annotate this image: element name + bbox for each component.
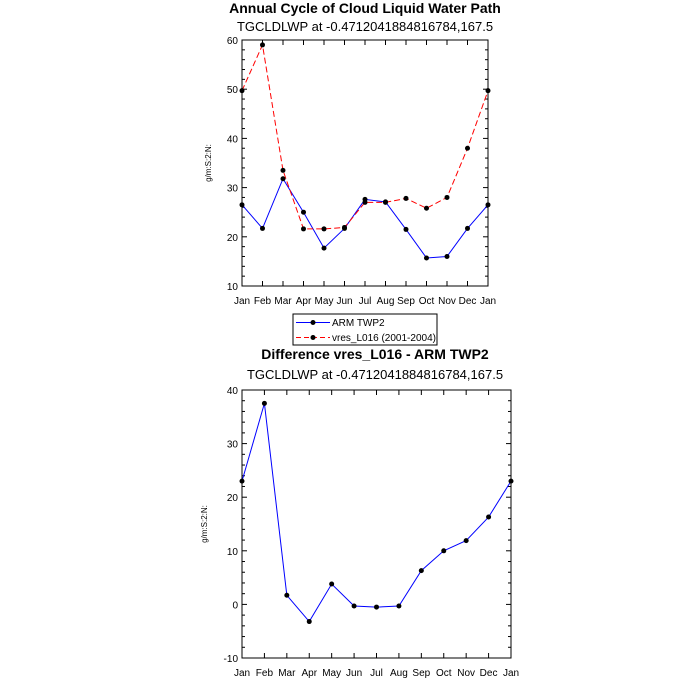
legend-label-series-2: vres_L016 (2001-2004) — [332, 333, 436, 344]
chart-1-title: Annual Cycle of Cloud Liquid Water Path — [229, 0, 501, 16]
chart-1: Annual Cycle of Cloud Liquid Water Path … — [204, 0, 501, 346]
chart-1-plot-area — [239, 42, 491, 261]
chart-2-subtitle: TGCLDLWP at -0.4712041884816784,167.5 — [247, 367, 503, 382]
chart-2-series-1-point — [418, 568, 424, 574]
chart-2-x-tick-label: Oct — [436, 668, 452, 679]
chart-2-x-tick-label: Jan — [503, 668, 519, 679]
chart-2-x-tick-label: Aug — [390, 668, 408, 679]
chart-1-x-tick-label: Jun — [336, 296, 352, 307]
chart-2-y-tick-label: 0 — [232, 600, 238, 611]
chart-1-series-1-point — [444, 253, 450, 259]
chart-1-series-2-point — [280, 167, 286, 173]
chart-2-x-tick-label: Jul — [370, 668, 383, 679]
chart-2: Difference vres_L016 - ARM TWP2 TGCLDLWP… — [200, 346, 519, 679]
legend-swatch-marker-series-2 — [310, 335, 316, 340]
chart-2-plot-area — [239, 400, 514, 625]
legend-label-series-1: ARM TWP2 — [332, 318, 385, 329]
chart-2-series-1-point — [329, 581, 335, 587]
chart-1-series-2-point — [465, 145, 470, 151]
chart-1-y-tick-label: 30 — [227, 184, 239, 195]
chart-2-series-1-point — [306, 619, 312, 625]
chart-1-y-tick-label: 20 — [227, 233, 239, 244]
chart-1-x-tick-label: May — [315, 296, 334, 307]
chart-2-x-tick-label: Sep — [412, 668, 430, 679]
chart-2-x-tick-label: Nov — [457, 668, 475, 679]
chart-1-x-tick-label: Jul — [359, 296, 372, 307]
chart-1-series-2-point — [301, 226, 306, 232]
chart-2-series-1-point — [396, 603, 402, 609]
chart-1-series-2-point — [444, 194, 450, 200]
chart-1-x-tick-label: Jan — [234, 296, 250, 307]
chart-2-series-1-point — [374, 604, 379, 610]
chart-1-y-tick-label: 40 — [227, 134, 239, 145]
chart-1-x-tick-label: Jan — [480, 296, 496, 307]
chart-1-series-1-line — [241, 177, 489, 259]
chart-1-series-2-point — [260, 42, 265, 48]
chart-1-y-tick-label: 50 — [227, 85, 239, 96]
chart-1-y-tick-label: 60 — [227, 36, 239, 47]
chart-2-x-tick-label: Feb — [256, 668, 274, 679]
chart-1-series-1-point — [321, 245, 327, 251]
chart-2-x-tick-label: Mar — [278, 668, 296, 679]
chart-2-y-tick-label: -10 — [224, 654, 239, 665]
chart-2-y-tick-label: 40 — [227, 386, 239, 397]
chart-1-legend: ARM TWP2 vres_L016 (2001-2004) — [292, 313, 438, 346]
chart-1-y-tick-label: 10 — [227, 282, 239, 293]
chart-2-y-tick-label: 10 — [227, 547, 239, 558]
chart-2-x-tick-label: Dec — [480, 668, 498, 679]
chart-2-y-tick-label: 20 — [227, 493, 239, 504]
chart-2-series-1-point — [441, 548, 447, 554]
chart-1-subtitle: TGCLDLWP at -0.4712041884816784,167.5 — [237, 19, 493, 34]
chart-1-x-tick-label: Oct — [419, 296, 435, 307]
chart-1-series-2-point — [403, 195, 409, 201]
legend-swatch-marker-series-1 — [310, 320, 316, 325]
chart-1-series-1-point — [403, 226, 409, 232]
chart-1-x-tick-label: Dec — [459, 296, 477, 307]
chart-1-x-tick-label: Feb — [254, 296, 272, 307]
chart-1-series-2-point — [383, 199, 388, 205]
chart-1-series-1-point — [280, 176, 286, 182]
chart-1-series-2-point — [321, 226, 327, 232]
chart-2-series-1-point — [486, 514, 492, 520]
chart-1-x-tick-label: Apr — [296, 296, 312, 307]
chart-2-series-1-point — [351, 603, 357, 609]
legend-box — [292, 313, 438, 346]
legend-entry-series-1: ARM TWP2 — [296, 318, 385, 329]
chart-1-x-tick-label: Mar — [274, 296, 292, 307]
chart-1-series-2-point — [342, 224, 347, 230]
chart-2-series-1-point — [463, 538, 469, 544]
chart-2-series-1-point — [284, 592, 290, 598]
chart-2-series-1-point — [261, 400, 267, 406]
chart-1-x-tick-label: Sep — [397, 296, 415, 307]
chart-2-x-tick-label: Apr — [301, 668, 317, 679]
chart-1-series-1-point — [301, 209, 306, 215]
chart-2-x-tick-label: Jun — [346, 668, 362, 679]
chart-1-frame — [241, 39, 489, 287]
chart-2-y-axis-label: g/m:S:2:N: — [200, 505, 209, 543]
chart-1-series-2-point — [424, 205, 429, 211]
chart-1-axes: Jan Feb Mar Apr May Jun Jul Aug Sep Oct Nov Dec Jan1… — [227, 36, 496, 307]
chart-1-x-tick-label: Nov — [438, 296, 456, 307]
chart-2-frame — [241, 389, 512, 659]
chart-1-y-axis-label: g/m:S:2:N: — [204, 144, 213, 182]
chart-1-series-1-point — [424, 255, 429, 261]
chart-1-series-1-point — [260, 225, 265, 231]
chart-1-series-1-point — [465, 225, 470, 231]
chart-2-x-tick-label: Jan — [234, 668, 250, 679]
chart-1-series-2-point — [362, 199, 368, 205]
chart-2-title: Difference vres_L016 - ARM TWP2 — [261, 346, 489, 362]
chart-1-x-tick-label: Aug — [377, 296, 395, 307]
legend-entry-series-2: vres_L016 (2001-2004) — [296, 333, 436, 344]
chart-2-series-1-line — [241, 403, 512, 623]
chart-2-y-tick-label: 30 — [227, 440, 239, 451]
chart-2-x-tick-label: May — [322, 668, 341, 679]
